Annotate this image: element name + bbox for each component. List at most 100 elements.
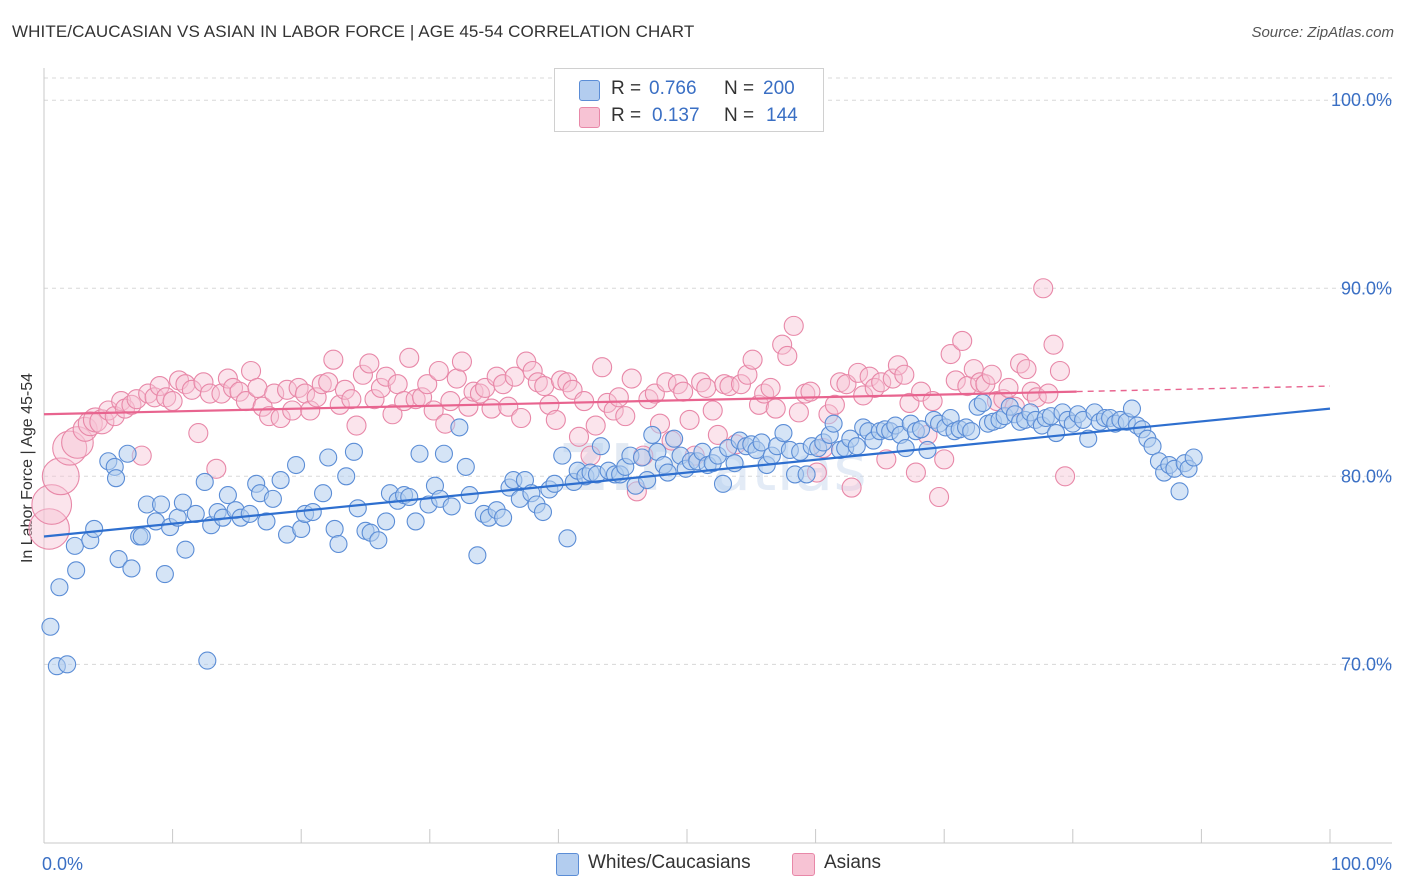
asian-point (440, 391, 461, 412)
asian-point (574, 391, 595, 412)
asian-point (498, 396, 519, 417)
r-label: R = (611, 78, 642, 99)
asian-point (376, 366, 397, 387)
asian-point (511, 407, 532, 429)
n-label: N = (724, 105, 755, 126)
white-point (896, 439, 915, 458)
r-value: 0.766 (649, 78, 697, 99)
asian-point (788, 402, 809, 423)
white-point (58, 655, 77, 674)
asian-point (1043, 334, 1064, 355)
asian-point (621, 368, 642, 389)
white-point (151, 495, 171, 514)
asian-point (451, 351, 473, 372)
white-point (344, 442, 363, 461)
asian-point (945, 370, 966, 391)
tick-labels: 70.0% 80.0% 90.0% 100.0% 0.0% 100.0% (42, 90, 1392, 874)
asian-point (1010, 353, 1031, 374)
white-point (824, 414, 843, 433)
asian-point (760, 377, 781, 398)
chart-title: WHITE/CAUCASIAN VS ASIAN IN LABOR FORCE … (12, 22, 695, 41)
asians-swatch (579, 107, 600, 128)
white-point (1184, 448, 1203, 467)
white-point (410, 444, 429, 463)
white-point (218, 486, 237, 505)
asian-point (871, 372, 892, 393)
white-point (1047, 424, 1066, 443)
asian-point (359, 353, 380, 374)
white-point (41, 617, 60, 636)
asian-point (772, 334, 793, 355)
y-tick-label: 80.0% (1341, 466, 1392, 486)
white-point (109, 549, 128, 569)
white-point (591, 437, 610, 456)
y-tick-label: 90.0% (1341, 278, 1392, 298)
white-point (314, 484, 333, 503)
asian-point (864, 377, 885, 398)
white-point (118, 444, 137, 463)
asian-point (847, 362, 869, 383)
asian-point (737, 364, 758, 385)
asian-point (841, 477, 862, 498)
white-point (442, 497, 461, 516)
white-point (658, 463, 677, 482)
white-point (348, 499, 367, 518)
asian-point (282, 400, 303, 421)
asian-point (1049, 360, 1070, 382)
white-point (319, 448, 338, 467)
source-credit: Source: ZipAtlas.com (1251, 24, 1394, 41)
asian-point (952, 330, 973, 351)
asian-point (777, 345, 798, 367)
asian-point (458, 396, 479, 417)
asian-point (89, 409, 115, 435)
asians-trend-line (43, 390, 1077, 416)
asian-point (765, 398, 786, 419)
n-label: N = (724, 78, 755, 99)
white-point (337, 467, 356, 486)
asian-point (364, 389, 385, 410)
white-point (962, 422, 981, 441)
asian-point (638, 389, 659, 410)
white-point (106, 469, 126, 488)
white-point (406, 512, 425, 531)
asian-point (1038, 383, 1059, 404)
white-point (176, 540, 195, 559)
white-point (912, 420, 931, 439)
white-point (271, 471, 290, 490)
white-point (1170, 482, 1189, 501)
asian-point (329, 394, 350, 415)
y-tick-label: 70.0% (1341, 654, 1392, 674)
asian-point (742, 349, 763, 370)
asian-point (206, 458, 227, 479)
white-point (67, 561, 86, 580)
white-point (494, 508, 513, 527)
white-points (41, 393, 1203, 676)
white-point (545, 474, 564, 493)
asian-point (615, 406, 636, 427)
asian-point (417, 374, 438, 395)
asian-point (318, 372, 339, 393)
whites-swatch (556, 853, 579, 876)
white-point (50, 578, 69, 597)
x-tick-label: 100.0% (1331, 854, 1392, 874)
white-point (450, 418, 469, 437)
asian-point (963, 359, 984, 380)
white-point (400, 487, 419, 507)
white-point (325, 519, 344, 539)
white-point (847, 437, 866, 456)
asian-point (193, 372, 214, 393)
asian-point (702, 400, 723, 421)
asian-point (211, 383, 232, 404)
asian-points (28, 278, 1076, 550)
asian-point (1055, 466, 1076, 487)
asian-point (922, 391, 943, 412)
white-point (973, 393, 992, 413)
white-point (257, 512, 276, 531)
white-point (377, 512, 396, 531)
white-point (195, 472, 214, 491)
y-tick-label: 100.0% (1331, 90, 1392, 110)
asian-point (175, 374, 196, 395)
white-point (1122, 399, 1142, 418)
asian-point (534, 375, 555, 397)
